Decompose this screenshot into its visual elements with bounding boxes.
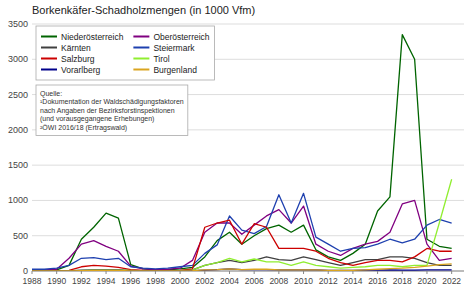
- x-tick-label: 2002: [195, 276, 214, 286]
- y-tick-label: 3000: [8, 54, 28, 64]
- x-tick: [81, 271, 82, 274]
- x-tick: [426, 271, 427, 274]
- series-line: [32, 35, 452, 271]
- series-line: [32, 220, 452, 270]
- x-tick-label: 2022: [442, 276, 461, 286]
- legend-swatch: [41, 58, 57, 60]
- legend: Niederösterreich Oberösterreich Kärnten Ste…: [36, 26, 215, 80]
- x-tick-label: 2000: [171, 276, 190, 286]
- x-tick: [303, 271, 304, 274]
- x-tick: [180, 271, 181, 274]
- x-tick-label: 1994: [97, 276, 116, 286]
- y-tick-label: 2000: [8, 125, 28, 135]
- legend-swatch: [41, 47, 57, 49]
- series-line: [32, 200, 452, 270]
- legend-label: Tirol: [153, 54, 169, 64]
- y-tick-label: 1500: [8, 160, 28, 170]
- x-tick-label: 2016: [368, 276, 387, 286]
- title: Borkenkäfer-Schadholzmengen (in 1000 Vfm…: [32, 4, 255, 16]
- series-line: [32, 193, 452, 269]
- grid-line: [32, 235, 464, 236]
- series-line: [32, 179, 452, 271]
- annotation: Quelle:¹Dokumentation der Waldschädigung…: [36, 85, 188, 136]
- y-tick-label: 1000: [8, 195, 28, 205]
- x-tick: [451, 271, 452, 274]
- x-tick: [377, 271, 378, 274]
- plot-area: [32, 35, 452, 271]
- x-tick-label: 1992: [72, 276, 91, 286]
- x-tick: [204, 271, 205, 274]
- series-line: [32, 257, 452, 271]
- x-tick-label: 2006: [245, 276, 264, 286]
- x-tick: [106, 271, 107, 274]
- legend-swatch: [41, 36, 57, 38]
- x-tick: [254, 271, 255, 274]
- x-tick: [402, 271, 403, 274]
- x-tick: [56, 271, 57, 274]
- x-tick-label: 2012: [319, 276, 338, 286]
- x-tick-label: 2020: [418, 276, 437, 286]
- legend-label: Oberösterreich: [153, 32, 209, 42]
- legend-label: Steiermark: [153, 43, 195, 53]
- x-tick-label: 2018: [393, 276, 412, 286]
- x-tick: [352, 271, 353, 274]
- x-tick: [155, 271, 156, 274]
- grid-line: [32, 24, 464, 25]
- legend-label: Vorarlberg: [61, 65, 100, 75]
- x-tick: [229, 271, 230, 274]
- x-tick-label: 1988: [23, 276, 42, 286]
- legend-label: Niederösterreich: [61, 32, 124, 42]
- annotation-text: Quelle:¹Dokumentation der Waldschädigung…: [40, 90, 184, 132]
- x-tick-label: 1998: [146, 276, 165, 286]
- legend-swatch: [133, 58, 149, 60]
- legend-swatch: [133, 47, 149, 49]
- x-tick-label: 1990: [47, 276, 66, 286]
- x-tick-label: 2014: [343, 276, 362, 286]
- y-tick-label: 500: [13, 231, 28, 241]
- y-tick-label: 2500: [8, 90, 28, 100]
- x-tick: [130, 271, 131, 274]
- x-tick: [278, 271, 279, 274]
- x-tick: [32, 271, 33, 274]
- legend-swatch: [41, 69, 57, 71]
- legend-label: Salzburg: [61, 54, 95, 64]
- legend-swatch: [133, 69, 149, 71]
- legend-label: Kärnten: [61, 43, 91, 53]
- annotation-box: [36, 85, 188, 136]
- grid-line: [32, 165, 464, 166]
- y-tick-label: 0: [23, 266, 28, 276]
- legend-swatch: [133, 36, 149, 38]
- y-tick-label: 3500: [8, 19, 28, 29]
- x-tick-label: 1996: [121, 276, 140, 286]
- legend-label: Burgenland: [153, 65, 197, 75]
- x-tick-label: 2004: [220, 276, 239, 286]
- grid-line: [32, 200, 464, 201]
- legend-box: [36, 26, 215, 80]
- chart: Borkenkäfer-Schadholzmengen (in 1000 Vfm…: [0, 0, 474, 293]
- x-tick-label: 2008: [269, 276, 288, 286]
- x-tick-label: 2010: [294, 276, 313, 286]
- series-line: [32, 264, 452, 271]
- x-tick: [328, 271, 329, 274]
